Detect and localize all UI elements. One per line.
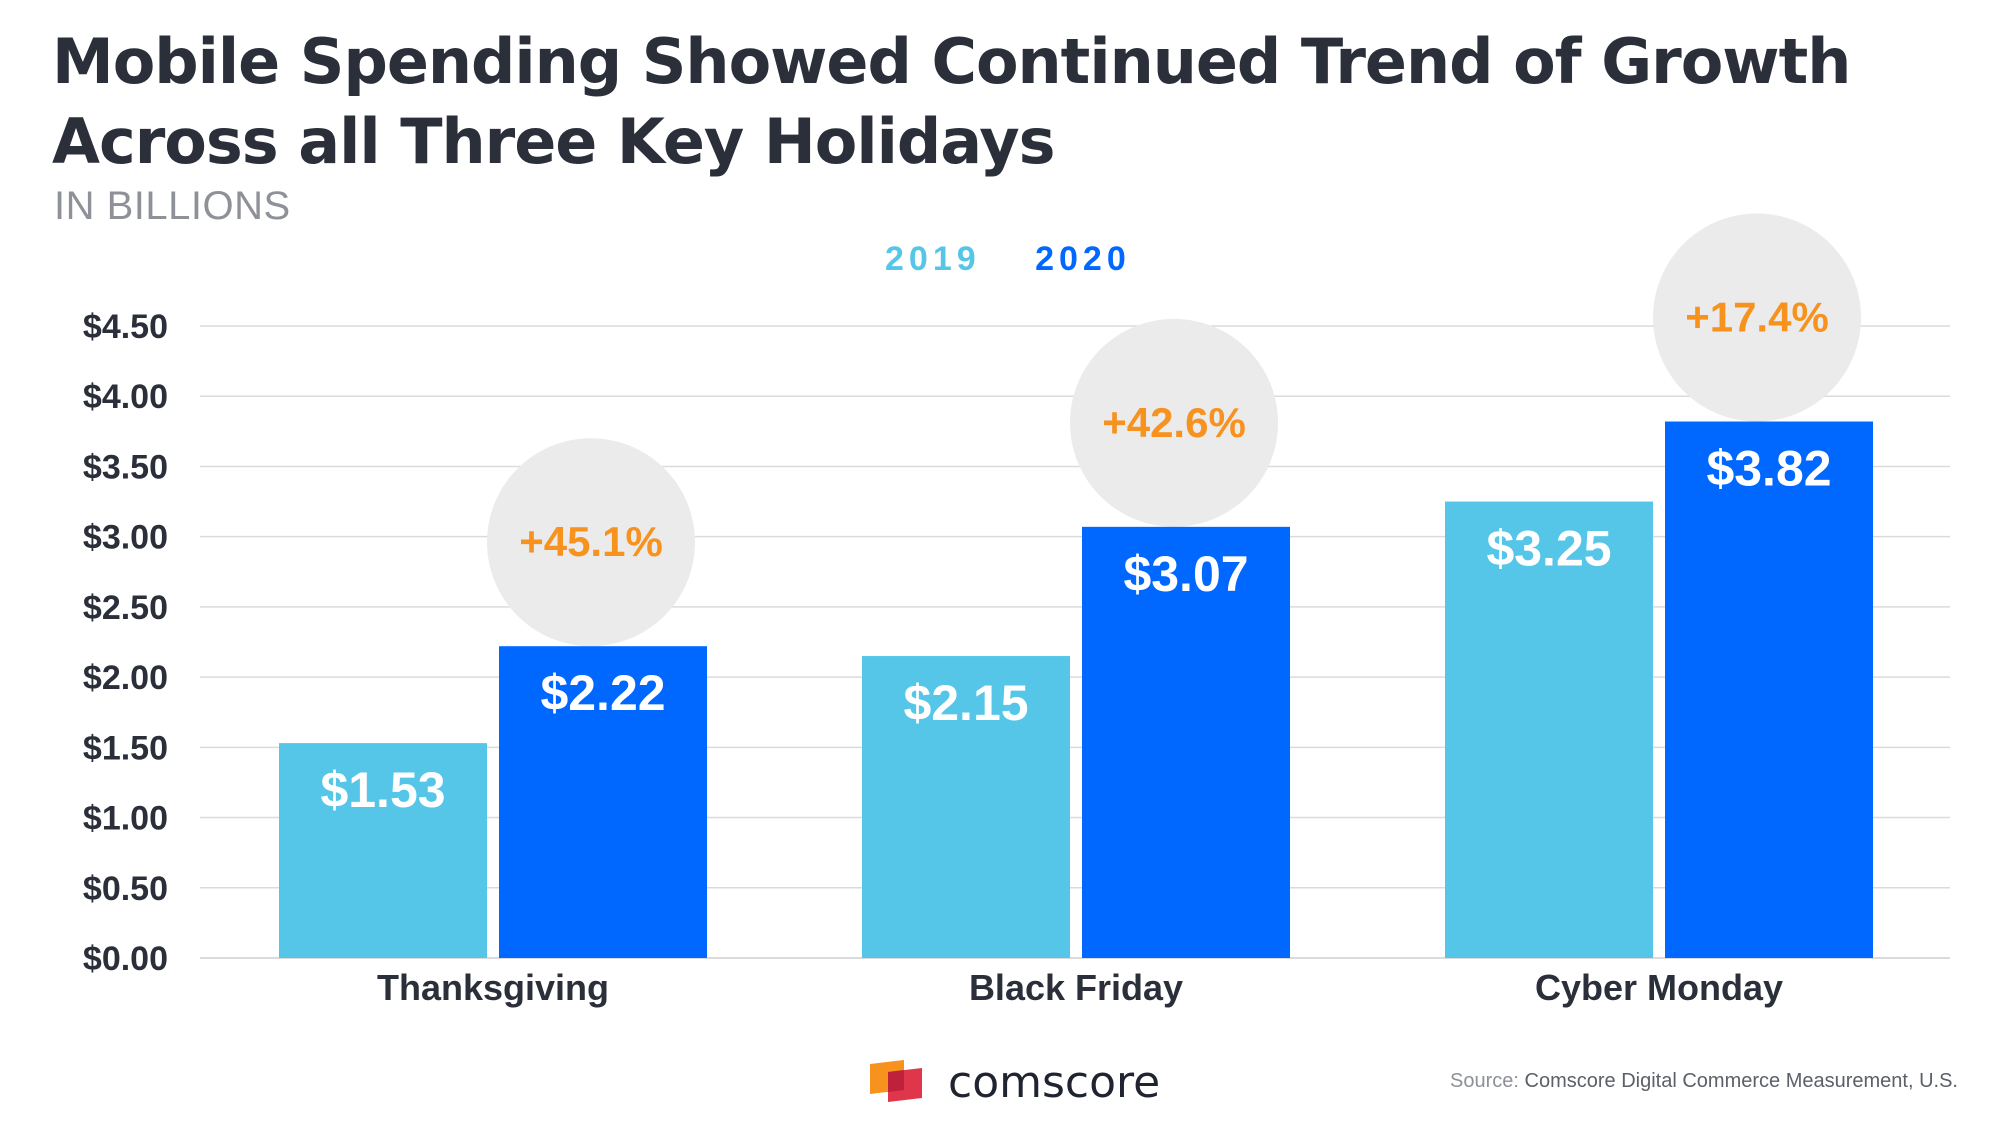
- source-label: Source:: [1450, 1070, 1519, 1092]
- bar-2019: [862, 656, 1070, 958]
- growth-bubble: [487, 438, 695, 647]
- y-tick-label: $2.00: [83, 659, 168, 697]
- legend-item-2020: 2020: [1035, 240, 1131, 278]
- bar-value-label-2019: $3.25: [1486, 521, 1611, 577]
- bar-2019: [1445, 501, 1653, 958]
- y-tick-label: $0.50: [83, 870, 168, 908]
- legend: 2019 2020: [885, 240, 1171, 279]
- growth-label: +42.6%: [1102, 399, 1246, 446]
- y-tick-label: $4.00: [83, 378, 168, 416]
- y-tick-label: $2.50: [83, 589, 168, 627]
- y-tick-label: $3.50: [83, 448, 168, 486]
- y-tick-label: $0.00: [83, 940, 168, 978]
- growth-bubble: [1653, 213, 1861, 422]
- x-tick-label: Thanksgiving: [377, 967, 609, 1008]
- legend-item-2019: 2019: [885, 240, 981, 278]
- source-note: Source: Comscore Digital Commerce Measur…: [1450, 1070, 1958, 1093]
- bar-2020: [1082, 526, 1290, 958]
- chart-subtitle: IN BILLIONS: [54, 184, 291, 228]
- x-tick-label: Cyber Monday: [1535, 967, 1783, 1008]
- comscore-logo-icon: [870, 1059, 928, 1106]
- bar-2020: [1665, 421, 1873, 959]
- bar-2020: [499, 646, 707, 958]
- growth-bubble: [1070, 318, 1278, 527]
- y-tick-label: $1.50: [83, 729, 168, 767]
- source-text: Comscore Digital Commerce Measurement, U…: [1524, 1070, 1958, 1092]
- bar-2019: [279, 743, 487, 958]
- y-tick-label: $1.00: [83, 800, 168, 838]
- x-tick-label: Black Friday: [969, 967, 1183, 1008]
- growth-label: +17.4%: [1685, 294, 1829, 341]
- growth-label: +45.1%: [519, 518, 663, 565]
- y-tick-label: $3.00: [83, 519, 168, 557]
- bar-value-label-2020: $3.07: [1123, 546, 1248, 602]
- chart-title: Mobile Spending Showed Continued Trend o…: [52, 25, 1851, 178]
- brand-name: comscore: [948, 1057, 1161, 1108]
- bar-value-label-2019: $1.53: [320, 762, 445, 818]
- bar-value-label-2019: $2.15: [903, 675, 1028, 731]
- y-tick-label: $4.50: [83, 308, 168, 346]
- bar-value-label-2020: $3.82: [1706, 441, 1831, 497]
- bar-value-label-2020: $2.22: [540, 665, 665, 721]
- brand-footer: comscore: [870, 1057, 1160, 1108]
